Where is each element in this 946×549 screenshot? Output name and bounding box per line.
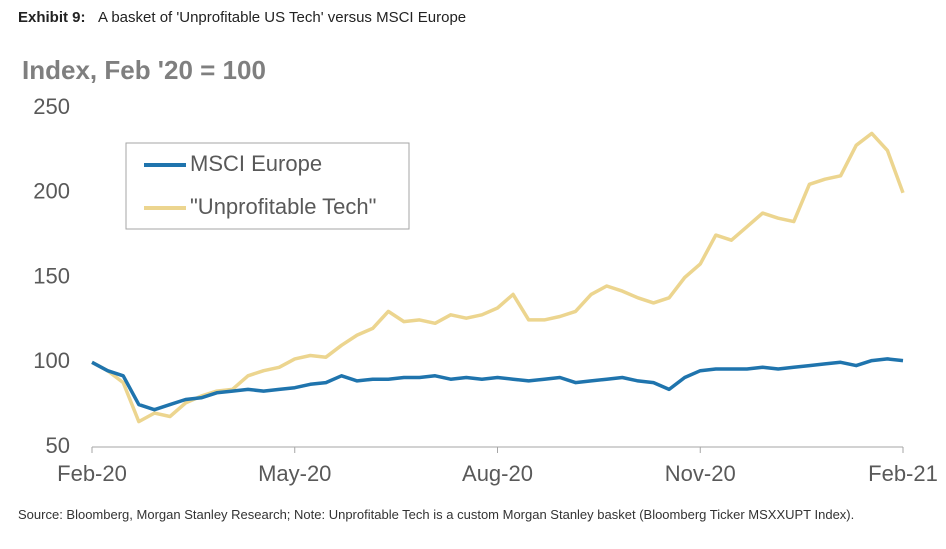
series-line [91,357,904,412]
y-tick-label: 150 [33,263,70,288]
x-tick-label: Feb-20 [57,461,127,486]
chart-title: A basket of 'Unprofitable US Tech' versu… [98,9,466,26]
x-tick-label: Feb-21 [868,461,938,486]
source-note: Source: Bloomberg, Morgan Stanley Resear… [18,507,855,522]
y-tick-label: 250 [33,94,70,119]
y-tick-label: 100 [33,348,70,373]
legend-label: "Unprofitable Tech" [190,194,376,219]
y-tick-label: 50 [46,433,70,458]
y-axis-label: Index, Feb '20 = 100 [22,55,266,85]
title-label: Exhibit 9: [18,9,86,26]
legend-label: MSCI Europe [190,151,322,176]
x-tick-label: May-20 [258,461,331,486]
legend-box [125,142,410,230]
y-tick-label: 200 [33,179,70,204]
x-tick-label: Nov-20 [665,461,736,486]
x-tick-label: Aug-20 [462,461,533,486]
